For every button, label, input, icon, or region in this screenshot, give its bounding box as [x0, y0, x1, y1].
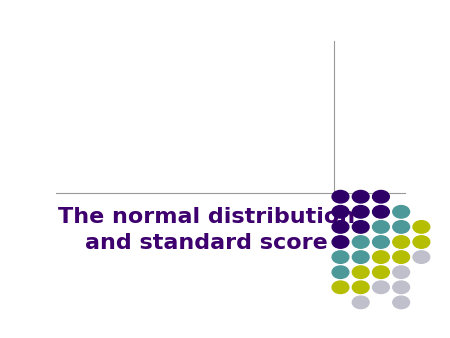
Circle shape	[352, 296, 369, 309]
Circle shape	[373, 221, 389, 233]
Circle shape	[373, 191, 389, 203]
Circle shape	[373, 281, 389, 293]
Circle shape	[393, 266, 410, 279]
Circle shape	[413, 236, 430, 248]
Circle shape	[373, 266, 389, 279]
Circle shape	[352, 221, 369, 233]
Circle shape	[332, 281, 349, 293]
Circle shape	[413, 221, 430, 233]
Circle shape	[332, 206, 349, 218]
Circle shape	[373, 236, 389, 248]
Text: The normal distribution
and standard score: The normal distribution and standard sco…	[58, 207, 355, 253]
Circle shape	[332, 266, 349, 279]
Circle shape	[393, 221, 410, 233]
Circle shape	[332, 236, 349, 248]
Circle shape	[352, 191, 369, 203]
Circle shape	[393, 296, 410, 309]
Circle shape	[373, 206, 389, 218]
Circle shape	[393, 281, 410, 293]
Circle shape	[332, 251, 349, 263]
Circle shape	[393, 236, 410, 248]
Circle shape	[413, 251, 430, 263]
Circle shape	[332, 191, 349, 203]
Circle shape	[393, 251, 410, 263]
Circle shape	[352, 251, 369, 263]
Circle shape	[352, 206, 369, 218]
Circle shape	[352, 266, 369, 279]
Circle shape	[393, 206, 410, 218]
Circle shape	[352, 236, 369, 248]
Circle shape	[332, 221, 349, 233]
Circle shape	[373, 251, 389, 263]
Circle shape	[352, 281, 369, 293]
